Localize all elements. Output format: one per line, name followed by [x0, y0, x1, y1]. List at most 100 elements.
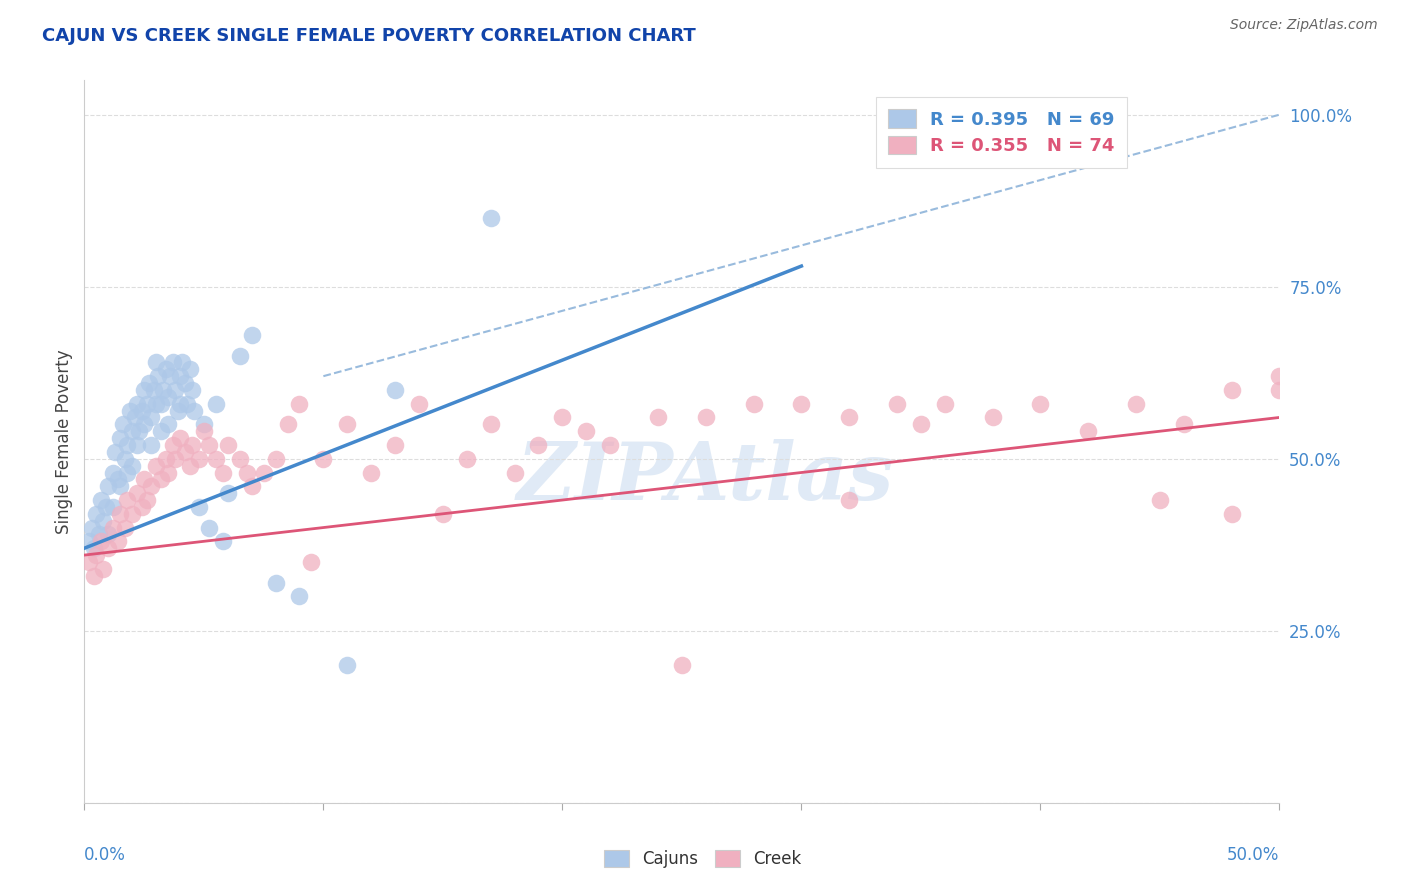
Point [240, 479, 263, 493]
Point [671, 658, 693, 673]
Point [479, 211, 502, 225]
Point [193, 417, 215, 432]
Point [197, 438, 219, 452]
Point [86, 548, 108, 562]
Point [131, 403, 153, 417]
Point [179, 458, 201, 473]
Point [121, 458, 143, 473]
Point [101, 520, 124, 534]
Point [264, 451, 287, 466]
Point [149, 472, 172, 486]
Point [94, 500, 117, 514]
Point [408, 397, 430, 411]
Point [288, 397, 311, 411]
Point [93, 514, 115, 528]
Point [236, 466, 259, 480]
Point [121, 424, 143, 438]
Point [277, 417, 299, 432]
Point [838, 493, 860, 508]
Legend: R = 0.395   N = 69, R = 0.355   N = 74: R = 0.395 N = 69, R = 0.355 N = 74 [876, 96, 1128, 168]
Point [128, 424, 150, 438]
Point [145, 397, 167, 411]
Point [1268, 383, 1291, 397]
Point [155, 362, 177, 376]
Point [165, 383, 187, 397]
Point [162, 438, 184, 452]
Point [166, 403, 188, 417]
Point [152, 383, 174, 397]
Point [132, 472, 156, 486]
Point [205, 397, 228, 411]
Point [169, 397, 191, 411]
Point [176, 397, 198, 411]
Point [188, 500, 211, 514]
Point [1173, 417, 1195, 432]
Point [159, 369, 181, 384]
Point [479, 417, 502, 432]
Point [125, 397, 148, 411]
Point [101, 466, 124, 480]
Point [599, 438, 621, 452]
Point [240, 327, 263, 342]
Point [217, 486, 239, 500]
Point [97, 541, 120, 556]
Point [205, 451, 228, 466]
Point [432, 507, 454, 521]
Point [336, 417, 359, 432]
Point [110, 431, 132, 445]
Point [148, 369, 170, 384]
Point [141, 479, 163, 493]
Point [790, 397, 813, 411]
Point [110, 507, 132, 521]
Point [301, 555, 323, 569]
Point [181, 438, 204, 452]
Point [149, 397, 172, 411]
Point [1220, 507, 1243, 521]
Point [1149, 493, 1171, 508]
Point [360, 466, 382, 480]
Point [138, 376, 160, 390]
Point [217, 438, 239, 452]
Text: Source: ZipAtlas.com: Source: ZipAtlas.com [1230, 18, 1378, 32]
Point [910, 417, 932, 432]
Point [336, 658, 359, 673]
Point [551, 410, 574, 425]
Point [165, 451, 187, 466]
Point [118, 403, 141, 417]
Point [162, 355, 184, 369]
Point [169, 369, 191, 384]
Point [503, 466, 526, 480]
Text: CAJUN VS CREEK SINGLE FEMALE POVERTY CORRELATION CHART: CAJUN VS CREEK SINGLE FEMALE POVERTY COR… [42, 27, 696, 45]
Point [117, 493, 139, 508]
Point [1268, 369, 1291, 384]
Point [1077, 424, 1099, 438]
Point [384, 383, 406, 397]
Point [114, 520, 136, 534]
Point [157, 390, 180, 404]
Point [575, 424, 598, 438]
Point [141, 438, 163, 452]
Point [173, 376, 195, 390]
Point [77, 534, 100, 549]
Point [90, 493, 112, 508]
Point [141, 410, 163, 425]
Legend: Cajuns, Creek: Cajuns, Creek [598, 843, 808, 875]
Text: 0.0%: 0.0% [84, 847, 127, 864]
Point [125, 438, 148, 452]
Point [1125, 397, 1147, 411]
Point [93, 562, 115, 576]
Point [193, 424, 215, 438]
Point [77, 555, 100, 569]
Point [125, 486, 148, 500]
Point [188, 451, 211, 466]
Point [97, 527, 120, 541]
Point [145, 458, 167, 473]
Point [229, 451, 252, 466]
Point [149, 424, 172, 438]
Point [135, 397, 157, 411]
Point [135, 493, 157, 508]
Point [253, 466, 276, 480]
Point [87, 527, 110, 541]
Text: ZIPAtlas: ZIPAtlas [517, 439, 894, 516]
Point [934, 397, 956, 411]
